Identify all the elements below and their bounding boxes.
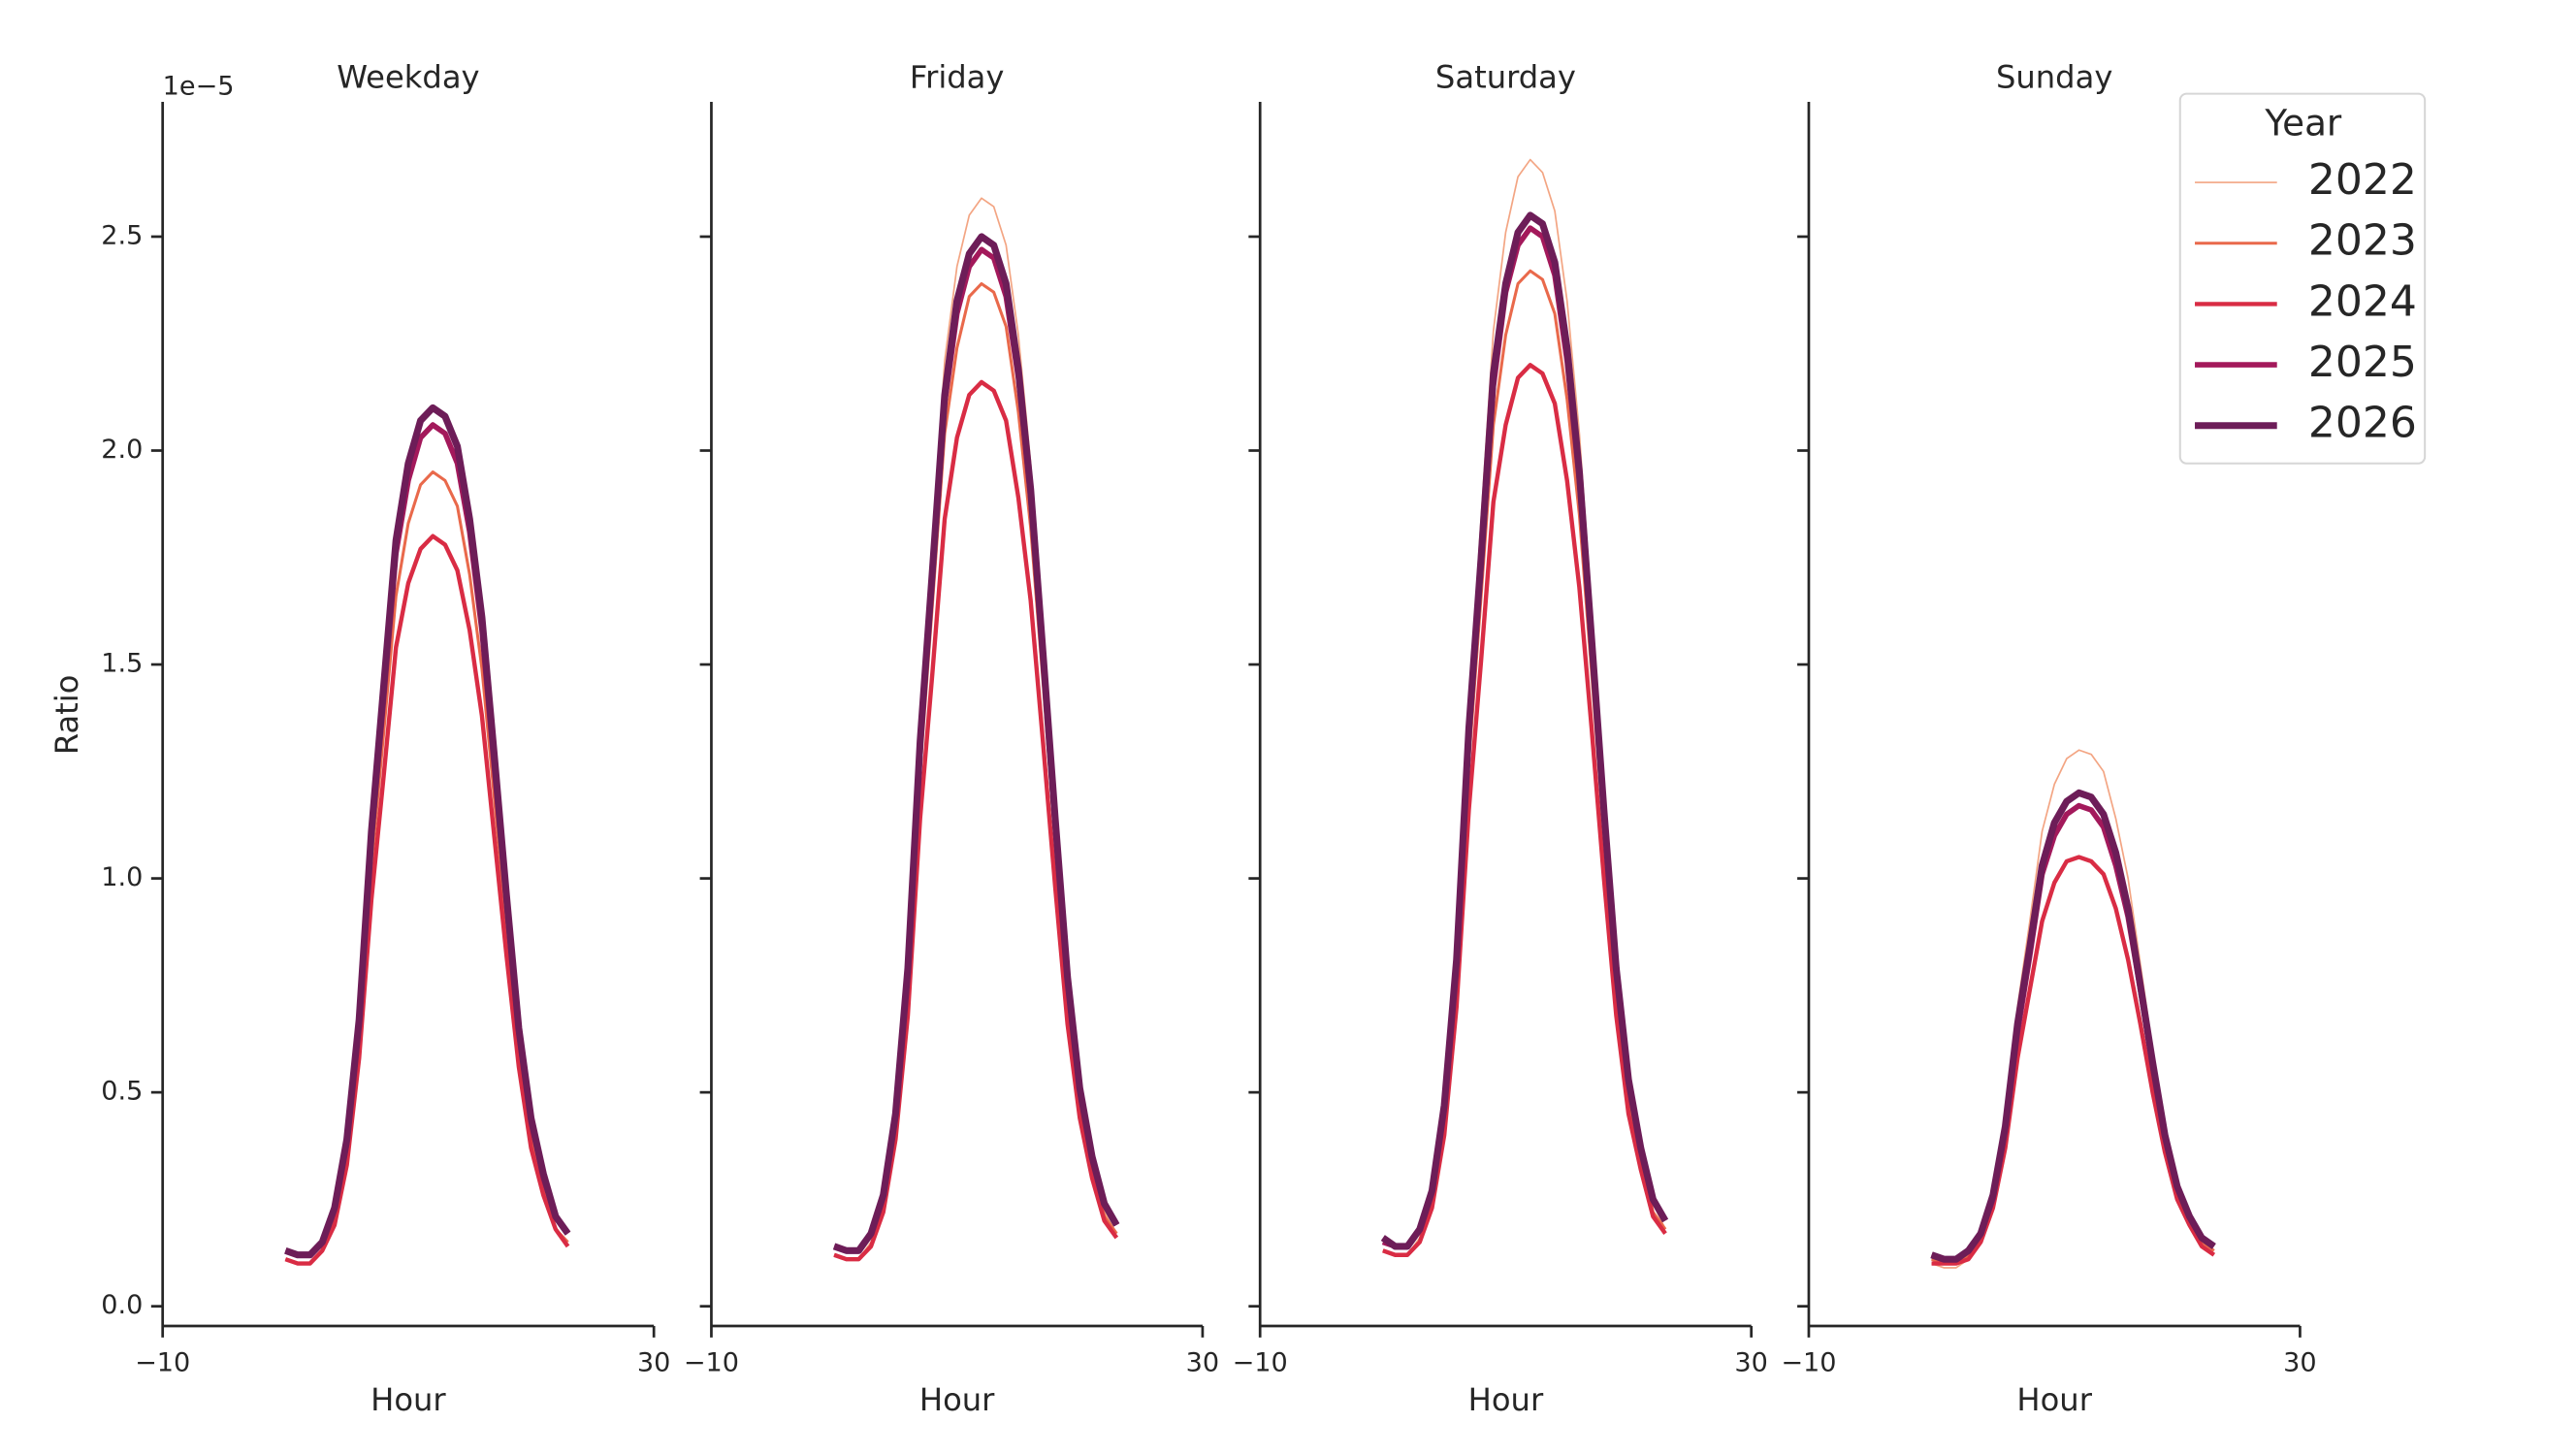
panel-title: Friday [910, 58, 1005, 95]
y-axis-label: Ratio [48, 675, 85, 756]
legend-label: 2026 [2308, 399, 2417, 448]
series-line [1382, 363, 1667, 1257]
legend-label: 2024 [2308, 276, 2417, 326]
x-tick-label: −10 [684, 1347, 739, 1377]
series-line [285, 470, 569, 1265]
legend-label: 2025 [2308, 338, 2417, 387]
y-tick-label: 2.0 [101, 435, 143, 465]
series-line [833, 281, 1118, 1261]
series-line [284, 534, 570, 1266]
series-line [833, 246, 1119, 1254]
x-axis-label: Hour [2016, 1381, 2092, 1418]
legend-label: 2022 [2308, 155, 2417, 205]
series-line [284, 404, 571, 1259]
x-tick-label: −10 [1233, 1347, 1288, 1377]
x-tick-label: 30 [1186, 1347, 1219, 1377]
x-axis-label: Hour [919, 1381, 995, 1418]
series-line [1931, 855, 2216, 1266]
x-tick-label: 30 [2283, 1347, 2316, 1377]
x-tick-label: −10 [135, 1347, 190, 1377]
legend-box [2178, 92, 2427, 465]
y-tick-label: 1.5 [101, 649, 143, 679]
series-line [1931, 804, 2215, 1266]
y-tick-label: 0.5 [101, 1077, 143, 1107]
y-tick-label: 1.0 [101, 862, 143, 892]
series-line [1930, 789, 2216, 1263]
series-line [284, 470, 569, 1266]
series-line [1380, 211, 1669, 1250]
y-offset-label: 1e−5 [163, 71, 235, 101]
series-line [1931, 749, 2215, 1269]
panel-title: Sunday [1996, 58, 2112, 95]
series-line [832, 233, 1120, 1254]
x-axis-label: Hour [1468, 1381, 1544, 1418]
series-line [833, 197, 1118, 1260]
series-line [1382, 158, 1666, 1256]
series-line [833, 379, 1119, 1262]
x-tick-label: 30 [637, 1347, 670, 1377]
panel-title: Weekday [337, 58, 479, 95]
series-line [1382, 269, 1667, 1257]
series-line [284, 422, 570, 1258]
panel-title: Saturday [1435, 58, 1576, 95]
x-tick-label: −10 [1781, 1347, 1836, 1377]
x-axis-label: Hour [370, 1381, 446, 1418]
legend-label: 2023 [2308, 216, 2417, 266]
y-tick-label: 2.5 [101, 220, 143, 250]
y-tick-label: 0.0 [101, 1290, 143, 1320]
legend-title: Year [2264, 101, 2342, 144]
x-tick-label: 30 [1734, 1347, 1767, 1377]
series-line [1381, 225, 1668, 1249]
series-line [1930, 802, 2216, 1262]
